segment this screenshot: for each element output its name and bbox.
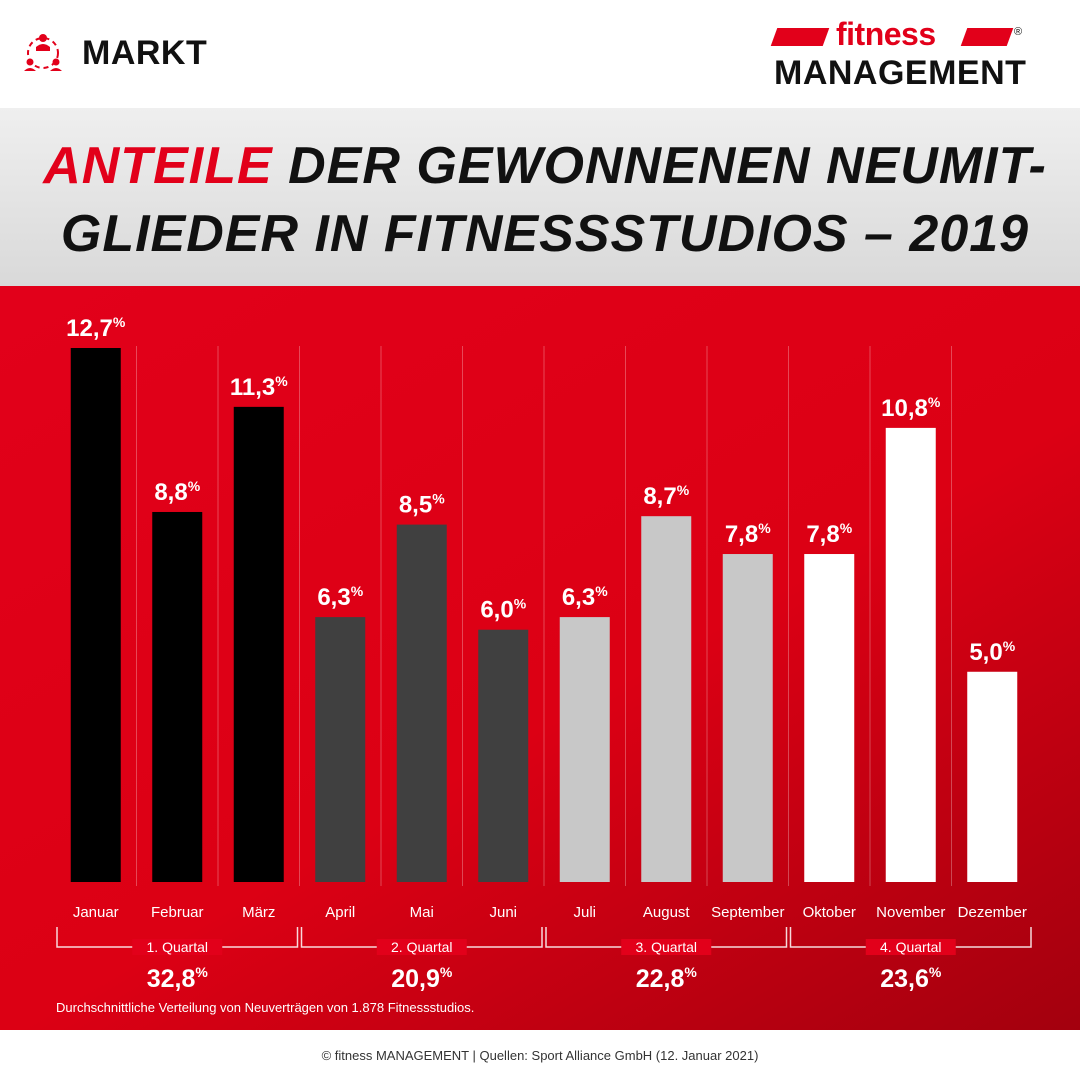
x-tick-label: April <box>325 904 355 921</box>
title-band: ANTEILE DER GEWONNENEN NEUMIT-GLIEDER IN… <box>0 108 1080 286</box>
data-label: 10,8% <box>881 394 941 422</box>
data-label: 6,3% <box>562 583 608 611</box>
header: MARKT fitness ® MANAGEMENT <box>0 0 1080 108</box>
quarter-total: 23,6% <box>880 964 942 993</box>
title-accent: ANTEILE <box>43 137 273 195</box>
section-label: MARKT <box>82 34 208 72</box>
data-label: 12,7% <box>66 314 126 342</box>
data-label-unit: % <box>758 520 771 536</box>
data-label-unit: % <box>840 520 853 536</box>
bar-juni <box>478 629 529 882</box>
logo-fitness-text: fitness <box>836 16 936 52</box>
quarter-label: 3. Quartal <box>636 939 697 955</box>
quarter-label: 2. Quartal <box>391 939 452 955</box>
quarter-label-bg <box>621 939 712 955</box>
data-label-unit: % <box>677 482 690 498</box>
bar-chart: 12,7% Januar 8,8% Februar 11,3% März 6,3% April… <box>56 314 1032 993</box>
bar-september <box>722 554 773 882</box>
data-label-unit: % <box>514 596 527 612</box>
logo-management-text: MANAGEMENT <box>774 54 1027 92</box>
quarter-label: 1. Quartal <box>147 939 208 955</box>
x-tick-label: März <box>242 904 275 921</box>
quarter-total-unit: % <box>929 964 942 980</box>
bar-märz <box>233 406 284 882</box>
data-label: 7,8% <box>725 520 771 548</box>
footnote: Durchschnittliche Verteilung von Neuvert… <box>56 1000 475 1015</box>
bar-oktober <box>804 554 855 882</box>
x-tick-label: Mai <box>410 904 434 921</box>
data-label-unit: % <box>351 583 364 599</box>
quarter-total: 22,8% <box>636 964 698 993</box>
data-label-unit: % <box>188 478 201 494</box>
bar-mai <box>396 524 447 882</box>
x-tick-label: Juli <box>573 904 596 921</box>
bar-august <box>641 516 692 882</box>
footer: © fitness MANAGEMENT | Quellen: Sport Al… <box>0 1030 1080 1080</box>
quarter-total-unit: % <box>684 964 697 980</box>
quarter-label-bg <box>132 939 223 955</box>
data-label-unit: % <box>113 314 126 330</box>
bar-juli <box>559 617 610 882</box>
quarter-total: 32,8% <box>147 964 209 993</box>
data-label: 7,8% <box>806 520 852 548</box>
quarter-label: 4. Quartal <box>880 939 941 955</box>
x-tick-label: Oktober <box>803 904 856 921</box>
chart-panel: 12,7% Januar 8,8% Februar 11,3% März 6,3% April… <box>0 286 1080 1030</box>
logo-registered-mark: ® <box>1014 26 1023 38</box>
bar-dezember <box>967 671 1018 882</box>
data-label-unit: % <box>275 373 288 389</box>
x-tick-label: August <box>643 904 691 921</box>
title-rest: DER GEWONNENEN NEUMIT-GLIEDER IN FITNESS… <box>60 137 1047 263</box>
data-label-unit: % <box>595 583 608 599</box>
fitness-management-logo: fitness ® MANAGEMENT <box>770 16 1027 94</box>
bar-april <box>315 617 366 882</box>
x-tick-label: Januar <box>73 904 119 921</box>
bar-februar <box>152 511 203 882</box>
x-tick-label: November <box>876 904 945 921</box>
x-tick-label: Dezember <box>958 904 1027 921</box>
quarter-total: 20,9% <box>391 964 453 993</box>
logo-bar-left <box>770 28 830 46</box>
quarter-label-bg <box>865 939 956 955</box>
data-label: 6,0% <box>480 596 526 624</box>
bar-november <box>885 427 936 882</box>
x-tick-label: Juni <box>489 904 517 921</box>
data-label-unit: % <box>1003 638 1016 654</box>
data-label: 8,5% <box>399 491 445 519</box>
x-tick-label: September <box>711 904 784 921</box>
quarter-label-bg <box>376 939 467 955</box>
data-label: 8,7% <box>643 482 689 510</box>
logo-bar-right <box>960 28 1014 46</box>
quarter-total-unit: % <box>195 964 208 980</box>
bar-januar <box>70 348 121 882</box>
data-label: 5,0% <box>969 638 1015 666</box>
source-credit: © fitness MANAGEMENT | Quellen: Sport Al… <box>321 1048 759 1063</box>
people-network-icon <box>24 34 62 71</box>
quarter-total-unit: % <box>440 964 453 980</box>
chart-title: ANTEILE DER GEWONNENEN NEUMIT-GLIEDER IN… <box>40 132 1050 268</box>
data-label-unit: % <box>928 394 941 410</box>
data-label: 11,3% <box>230 373 288 401</box>
data-label: 6,3% <box>317 583 363 611</box>
data-label-unit: % <box>432 491 445 507</box>
data-label: 8,8% <box>154 478 200 506</box>
x-tick-label: Februar <box>151 904 204 921</box>
